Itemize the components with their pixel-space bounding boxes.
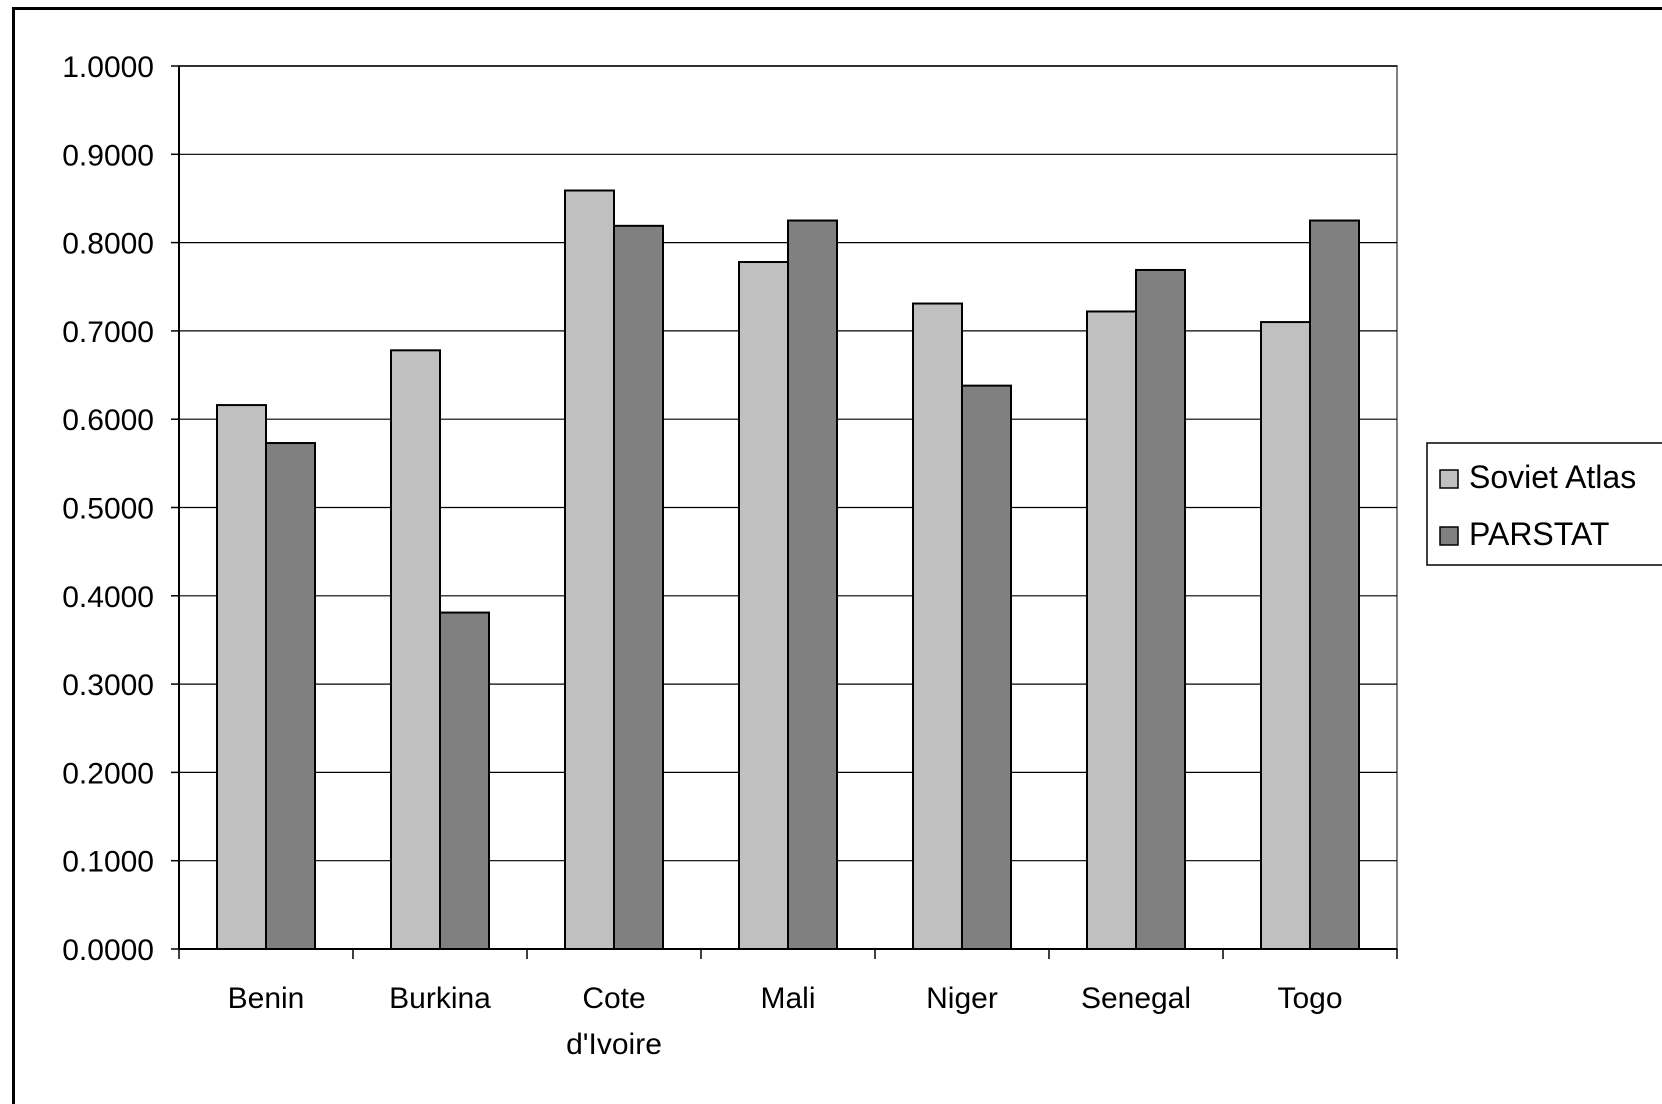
legend-label-parstat: PARSTAT bbox=[1469, 516, 1609, 552]
x-tick-label: Benin bbox=[228, 982, 305, 1015]
y-tick-label: 0.3000 bbox=[62, 669, 154, 702]
x-tick-label: Togo bbox=[1277, 982, 1342, 1015]
x-tick-label: Senegal bbox=[1081, 982, 1191, 1015]
bar-parstat bbox=[1309, 219, 1360, 950]
y-tick-label: 0.6000 bbox=[62, 404, 154, 437]
y-tick-label: 0.7000 bbox=[62, 316, 154, 349]
y-tick-label: 0.9000 bbox=[62, 139, 154, 172]
legend-swatch-parstat bbox=[1439, 526, 1459, 546]
x-tick-label: Mali bbox=[760, 982, 815, 1015]
y-tick-label: 0.2000 bbox=[62, 757, 154, 790]
y-tick-label: 0.1000 bbox=[62, 846, 154, 879]
bar-soviet-atlas bbox=[1086, 310, 1137, 950]
bar-soviet-atlas bbox=[564, 189, 615, 951]
bar-parstat bbox=[1135, 268, 1186, 950]
x-tick-label: Niger bbox=[926, 982, 998, 1015]
bars bbox=[216, 189, 1360, 951]
bar-soviet-atlas bbox=[216, 404, 267, 950]
bar-soviet-atlas bbox=[912, 302, 963, 951]
axes: 0.0000 0.1000 0.2000 0.3000 0.4000 0.5000 0.60… bbox=[62, 51, 1398, 1061]
legend-box bbox=[1426, 442, 1662, 566]
x-tick-label: d'Ivoire bbox=[566, 1028, 662, 1061]
bar-soviet-atlas bbox=[738, 261, 789, 950]
legend-label-soviet-atlas: Soviet Atlas bbox=[1469, 459, 1636, 495]
legend: Soviet Atlas PARSTAT bbox=[1426, 442, 1662, 566]
bar-parstat bbox=[439, 611, 490, 951]
y-tick-label: 0.4000 bbox=[62, 581, 154, 614]
bar-parstat bbox=[961, 384, 1012, 950]
bar-soviet-atlas bbox=[1260, 321, 1311, 950]
y-tick-label: 0.0000 bbox=[62, 934, 154, 967]
x-tick-label: Burkina bbox=[389, 982, 491, 1015]
bar-parstat bbox=[787, 219, 838, 950]
bar-parstat bbox=[265, 442, 316, 950]
legend-swatch-soviet-atlas bbox=[1439, 469, 1459, 489]
bar-soviet-atlas bbox=[390, 349, 441, 950]
y-tick-label: 0.5000 bbox=[62, 493, 154, 526]
y-tick-label: 0.8000 bbox=[62, 228, 154, 261]
y-tick-label: 1.0000 bbox=[62, 51, 154, 84]
x-tick-label: Cote bbox=[582, 982, 645, 1015]
bar-parstat bbox=[613, 224, 664, 950]
